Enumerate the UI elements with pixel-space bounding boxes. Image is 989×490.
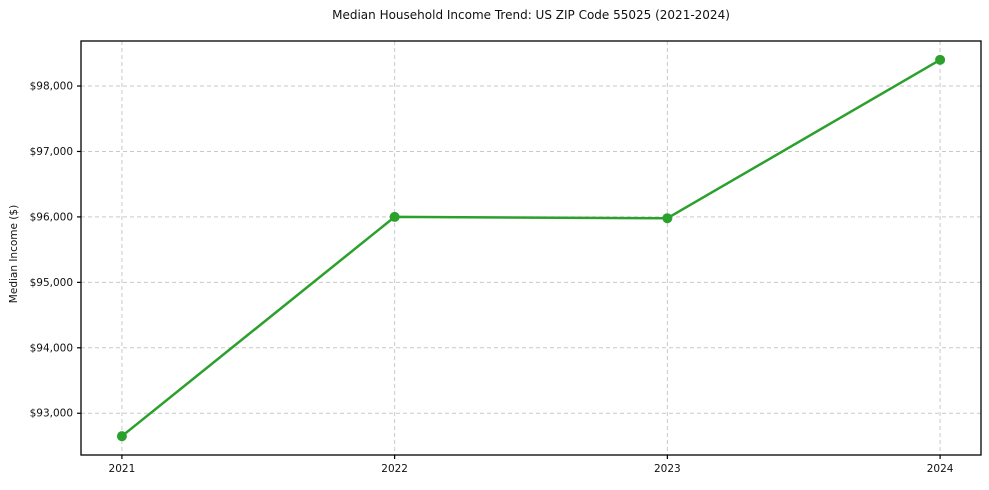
y-tick-label: $96,000 [30, 211, 73, 223]
data-point-2024 [935, 54, 946, 65]
y-tick-label: $98,000 [30, 81, 73, 93]
y-tick-label: $94,000 [30, 342, 73, 354]
data-point-2022 [389, 211, 400, 222]
data-point-2023 [662, 213, 673, 224]
y-tick-label: $97,000 [30, 146, 73, 158]
x-tick-label: 2022 [381, 463, 408, 475]
trend-line [120, 58, 942, 438]
chart-title: Median Household Income Trend: US ZIP Co… [332, 8, 730, 22]
x-tick-label: 2021 [109, 463, 136, 475]
plot-border [80, 40, 982, 456]
x-tick-label: 2023 [654, 463, 681, 475]
data-point-2021 [116, 431, 127, 442]
y-tick-label: $95,000 [30, 277, 73, 289]
y-tick-label: $93,000 [30, 408, 73, 420]
x-tick-label: 2024 [927, 463, 954, 475]
